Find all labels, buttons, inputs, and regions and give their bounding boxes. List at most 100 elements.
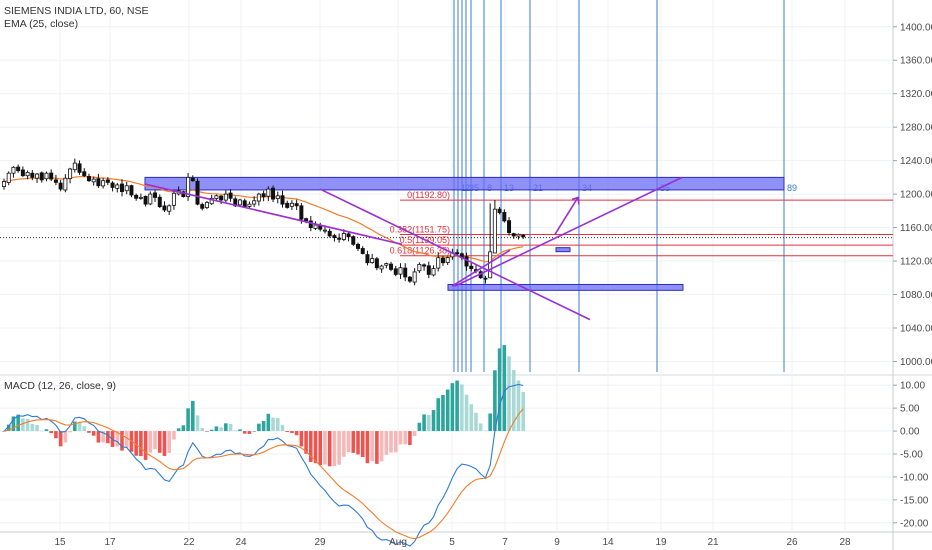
candle-body (214, 195, 219, 199)
candle-body (327, 230, 332, 237)
macd-histogram-bar (422, 414, 426, 432)
macd-histogram-bar (252, 431, 256, 432)
candle-body (63, 177, 68, 191)
macd-histogram-bar (493, 370, 497, 432)
candle-body (82, 171, 87, 177)
candle-body (436, 257, 441, 269)
candle-body (322, 229, 327, 232)
candle-body (431, 268, 436, 276)
candle-body (186, 176, 191, 197)
candle-body (162, 205, 167, 211)
candle-body (483, 277, 488, 280)
candle-body (20, 169, 25, 177)
macd-histogram-bar (101, 431, 105, 443)
signal-line (3, 408, 524, 540)
candle-body (96, 178, 101, 187)
candle-body (35, 173, 40, 179)
macd-histogram-bar (115, 431, 120, 447)
time-tick-label: 22 (183, 537, 195, 548)
macd-histogram-bar (167, 431, 171, 453)
macd-histogram-bar (285, 431, 289, 433)
candle-body (304, 218, 309, 222)
macd-histogram-bar (87, 431, 91, 433)
macd-histogram-bar (384, 431, 389, 455)
candle-body (318, 225, 323, 230)
macd-histogram (2, 345, 525, 467)
macd-histogram-bar (186, 408, 190, 432)
candle-body (237, 199, 242, 206)
macd-histogram-bar (25, 418, 30, 432)
macd-histogram-bar (11, 416, 16, 432)
time-tick-label: 15 (54, 537, 66, 548)
fib-level-label: 0.618(1126.38) (390, 246, 450, 256)
candle-body (58, 182, 63, 190)
price-tick-label: 1360.00 (900, 56, 932, 67)
macd-histogram-bar (219, 427, 223, 432)
candle-body (294, 203, 299, 207)
candle-body (68, 168, 73, 179)
candle-body (299, 205, 304, 220)
macd-histogram-bar (469, 404, 474, 432)
trend-line (451, 249, 511, 287)
macd-histogram-bar (455, 380, 459, 432)
macd-legend: MACD (12, 26, close, 9) (4, 380, 116, 392)
macd-histogram-bar (96, 431, 101, 443)
candle-body (426, 265, 431, 275)
macd-histogram-bar (507, 356, 511, 432)
macd-histogram-bar (478, 423, 483, 432)
macd-histogram-bar (412, 431, 417, 437)
fib-time-label: 89 (787, 183, 797, 193)
macd-histogram-bar (436, 398, 441, 432)
macd-histogram-bar (157, 431, 162, 453)
macd-histogram-bar (299, 431, 304, 447)
candle-body (44, 172, 49, 180)
time-tick-label: 21 (707, 537, 719, 548)
macd-histogram-bar (257, 423, 261, 432)
ema-legend: EMA (25, close) (4, 18, 78, 30)
candle-body (256, 193, 261, 202)
candle-body (252, 200, 257, 205)
macd-histogram-bar (370, 431, 374, 462)
macd-histogram-bar (275, 417, 280, 432)
candle-body (143, 195, 148, 205)
price-tick-label: 1040.00 (900, 323, 932, 334)
macd-histogram-bar (58, 431, 63, 447)
macd-histogram-bar (346, 431, 351, 453)
macd-histogram-bar (233, 430, 238, 432)
macd-histogram-bar (35, 424, 39, 432)
candle-body (346, 233, 351, 238)
candle-body (86, 175, 91, 182)
macd-histogram-bar (474, 412, 478, 432)
macd-histogram-bar (162, 431, 167, 456)
macd-histogram-bar (488, 413, 492, 432)
candle-body (72, 162, 77, 171)
macd-histogram-bar (54, 431, 58, 439)
macd-histogram-bar (351, 431, 356, 453)
candle-body (313, 224, 318, 229)
candle-body (148, 193, 153, 205)
candle-body (261, 193, 266, 198)
macd-histogram-bar (290, 431, 294, 434)
macd-histogram-bar (139, 431, 143, 457)
price-tick-label: 1000.00 (900, 357, 932, 368)
candle-body (355, 243, 360, 249)
candle-body (516, 233, 521, 237)
candle-body (271, 187, 276, 200)
macd-histogram-bar (49, 431, 53, 434)
macd-lines (3, 383, 524, 547)
price-tick-label: 1400.00 (900, 22, 932, 33)
candle-body (39, 172, 44, 181)
candle-body (275, 195, 280, 200)
candle-body (511, 233, 516, 237)
candle-body (6, 172, 11, 183)
macd-histogram-bar (483, 430, 488, 432)
candle-body (374, 258, 379, 269)
macd-histogram-bar (30, 423, 35, 432)
macd-histogram-bar (342, 431, 346, 457)
support-zone (447, 283, 684, 291)
macd-histogram-bar (82, 426, 87, 432)
macd-histogram-bar (209, 429, 214, 432)
candle-body (181, 191, 186, 198)
candle-body (138, 197, 143, 199)
